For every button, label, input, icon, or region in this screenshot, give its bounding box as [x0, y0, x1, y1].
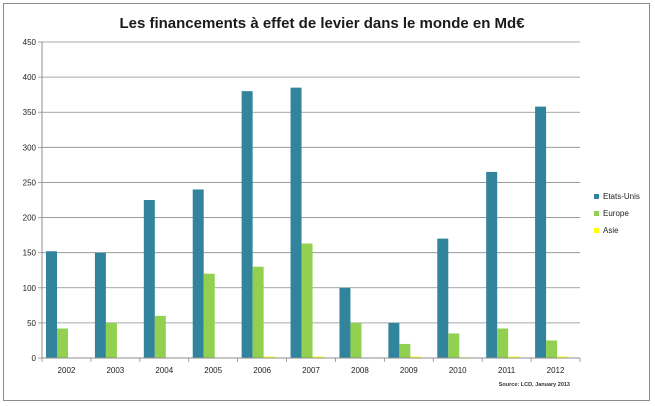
- bar-etats-unis-2004: [143, 200, 155, 358]
- bar-europe-2009: [399, 343, 411, 358]
- bar-europe-2011: [497, 328, 509, 358]
- bar-etats-unis-2008: [339, 287, 351, 358]
- x-tick-label: 2009: [400, 366, 418, 375]
- y-tick-label: 250: [23, 178, 37, 187]
- y-tick-label: 200: [23, 214, 37, 223]
- x-axis-ticks: 2002 2003 2004 2005 2006 2007 2008 2009 2010 2011…: [41, 358, 581, 375]
- bar-etats-unis-2010: [437, 238, 449, 358]
- y-axis-ticks: 0 50 100 150 200 250 300 350 400 450: [23, 38, 42, 363]
- bar-etats-unis-2011: [486, 171, 498, 358]
- bar-europe-2012: [546, 340, 558, 358]
- source-note: Source: LCD, January 2013: [499, 382, 570, 388]
- x-tick-label: 2006: [253, 366, 271, 375]
- bar-asie-2007: [312, 356, 324, 358]
- y-tick-label: 450: [23, 38, 37, 47]
- x-tick-label: 2003: [106, 366, 124, 375]
- legend-swatch-etats-unis: [594, 194, 599, 199]
- bar-asie-2006: [263, 356, 275, 358]
- legend-label-etats-unis: Etats-Unis: [603, 192, 640, 201]
- bar-etats-unis-2007: [290, 87, 302, 359]
- y-tick-label: 0: [32, 354, 37, 363]
- y-tick-label: 350: [23, 108, 37, 117]
- gridlines: [42, 41, 580, 324]
- bar-europe-2008: [350, 322, 362, 358]
- bar-europe-2004: [154, 315, 166, 358]
- legend-label-asie: Asie: [603, 226, 619, 235]
- bar-europe-2003: [105, 322, 117, 358]
- chart-title: Les financements à effet de levier dans …: [119, 15, 525, 32]
- bar-asie-2009: [410, 356, 422, 358]
- x-tick-label: 2011: [498, 366, 516, 375]
- bar-europe-2005: [203, 273, 215, 358]
- x-tick-label: 2004: [155, 366, 173, 375]
- x-tick-label: 2007: [302, 366, 320, 375]
- bar-europe-2002: [57, 328, 68, 358]
- bar-etats-unis-2006: [241, 91, 253, 359]
- bar-etats-unis-2012: [535, 106, 547, 358]
- legend-label-europe: Europe: [603, 209, 629, 218]
- bar-asie-2011: [508, 356, 520, 358]
- y-tick-label: 100: [23, 284, 37, 293]
- x-tick-label: 2008: [351, 366, 369, 375]
- bar-etats-unis-2002: [46, 251, 57, 358]
- bar-europe-2010: [448, 333, 460, 358]
- bar-etats-unis-2005: [192, 189, 204, 358]
- y-tick-label: 150: [23, 249, 37, 258]
- bar-etats-unis-2003: [94, 252, 106, 358]
- x-tick-label: 2002: [58, 366, 76, 375]
- y-tick-label: 300: [23, 143, 37, 152]
- y-tick-label: 50: [27, 319, 36, 328]
- bars: [46, 87, 569, 359]
- bar-europe-2006: [252, 266, 264, 358]
- bar-etats-unis-2009: [388, 322, 400, 358]
- x-tick-label: 2005: [204, 366, 222, 375]
- legend-swatch-europe: [594, 211, 599, 216]
- x-tick-label: 2010: [449, 366, 467, 375]
- bar-europe-2007: [301, 243, 313, 358]
- legend-swatch-asie: [594, 228, 599, 233]
- legend: Etats-Unis Europe Asie: [594, 192, 640, 235]
- chart: Les financements à effet de levier dans …: [23, 15, 640, 388]
- bar-asie-2012: [557, 356, 569, 358]
- x-tick-label: 2012: [547, 366, 565, 375]
- chart-frame: Les financements à effet de levier dans …: [3, 3, 650, 401]
- y-tick-label: 400: [23, 73, 37, 82]
